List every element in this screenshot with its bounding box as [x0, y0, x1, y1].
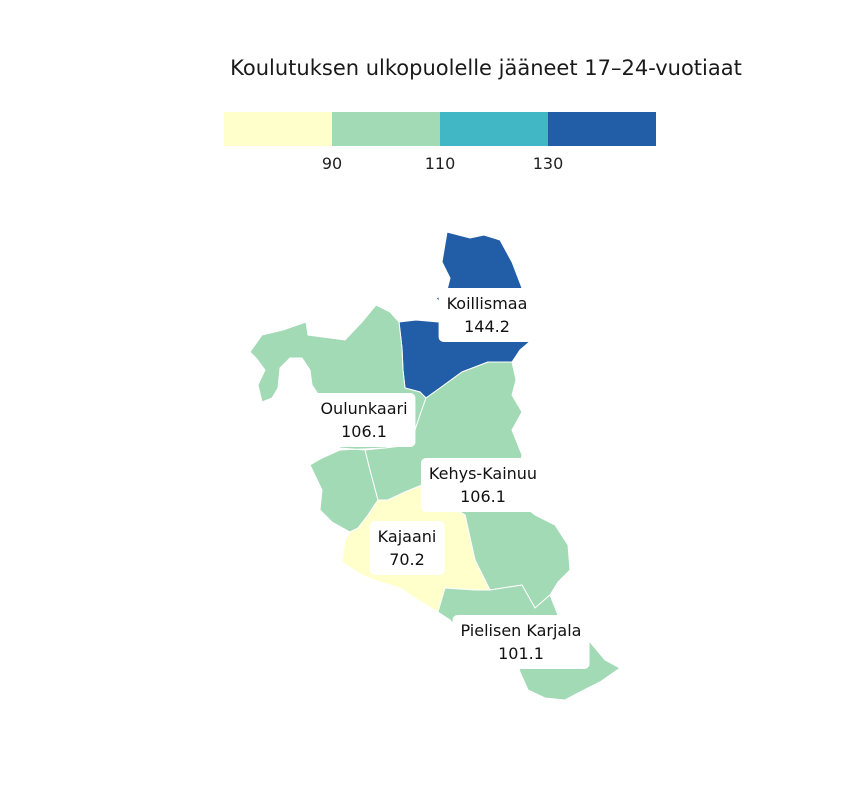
label-koillismaa-value: 144.2: [464, 317, 510, 336]
legend-tick-130: 130: [532, 154, 564, 173]
color-legend: 90 110 130: [224, 112, 656, 182]
legend-tick-110: 110: [424, 154, 456, 173]
label-kajaani: Kajaani 70.2: [369, 521, 445, 575]
label-kajaani-value: 70.2: [389, 550, 425, 569]
label-kehys-kainuu-name: Kehys-Kainuu: [428, 464, 538, 483]
label-kajaani-name: Kajaani: [377, 527, 437, 546]
map-title: Koulutuksen ulkopuolelle jääneet 17–24-v…: [230, 56, 742, 80]
legend-bin-4: [548, 112, 656, 146]
label-pielisen-karjala: Pielisen Karjala 101.1: [452, 615, 590, 669]
label-oulunkaari-value: 106.1: [341, 422, 387, 441]
legend-bin-1: [224, 112, 332, 146]
legend-tick-90: 90: [321, 154, 343, 173]
label-koillismaa-name: Koillismaa: [446, 294, 528, 313]
label-pielisen-karjala-name: Pielisen Karjala: [460, 621, 582, 640]
label-oulunkaari-name: Oulunkaari: [320, 399, 408, 418]
label-koillismaa: Koillismaa 144.2: [438, 288, 536, 342]
legend-bin-2: [332, 112, 440, 146]
label-pielisen-karjala-value: 101.1: [498, 644, 544, 663]
legend-bin-3: [440, 112, 548, 146]
label-oulunkaari: Oulunkaari 106.1: [312, 393, 416, 447]
label-kehys-kainuu: Kehys-Kainuu 106.1: [420, 458, 546, 512]
label-kehys-kainuu-value: 106.1: [460, 487, 506, 506]
